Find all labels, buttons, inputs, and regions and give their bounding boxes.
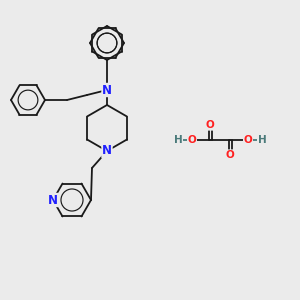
Text: O: O xyxy=(188,135,196,145)
Text: O: O xyxy=(226,150,234,160)
Text: N: N xyxy=(102,83,112,97)
Text: H: H xyxy=(174,135,182,145)
Text: H: H xyxy=(258,135,266,145)
Text: N: N xyxy=(48,194,58,206)
Text: O: O xyxy=(244,135,252,145)
Text: N: N xyxy=(102,145,112,158)
Text: O: O xyxy=(206,120,214,130)
